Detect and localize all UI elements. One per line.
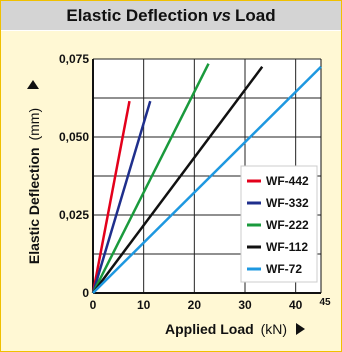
x-tick-label: 10 [137,298,151,312]
axes [92,59,322,294]
series-lines [91,63,322,294]
x-tick-label: 30 [238,298,252,312]
y-axis-unit: (mm) [26,108,42,141]
x-tick-label: 40 [289,298,303,312]
x-axis-unit: (kN) [261,321,287,337]
series-line-wf-332 [91,100,152,294]
title-end: Load [235,5,276,25]
x-tick-label: 45 [319,297,331,308]
legend-label: WF-442 [266,174,309,188]
legend-label: WF-222 [266,218,309,232]
y-axis-arrow-icon [27,80,39,89]
series-line-wf-222 [91,63,210,294]
legend: WF-442 WF-332 WF-222 WF-112 WF-72 [240,165,318,283]
legend-label: WF-332 [266,196,309,210]
title-vs: vs [212,5,232,25]
legend-label: WF-72 [266,262,302,276]
tick-labels: 0 10 20 30 40 45 0 0,025 0,050 0,075 [59,52,331,312]
y-tick-label: 0,050 [59,130,89,144]
x-tick-label: 20 [188,298,202,312]
chart-title: Elastic Deflection vs Load [1,1,341,31]
legend-label: WF-112 [266,240,308,254]
title-main: Elastic Deflection [66,5,209,25]
y-tick-label: 0,025 [59,208,89,222]
series-line-wf-72 [92,65,322,294]
series-line-wf-442 [91,100,131,294]
y-tick-label: 0 [82,286,89,300]
x-tick-label: 0 [90,298,97,312]
y-axis-label: Elastic Deflection [26,147,42,264]
y-axis-title: Elastic Deflection (mm) [26,108,42,264]
x-axis-arrow-icon [296,323,305,335]
y-tick-label: 0,075 [59,52,89,66]
x-axis-title: Applied Load (kN) [165,321,287,337]
series-line-wf-112 [91,66,264,294]
x-axis-label: Applied Load [165,321,254,337]
